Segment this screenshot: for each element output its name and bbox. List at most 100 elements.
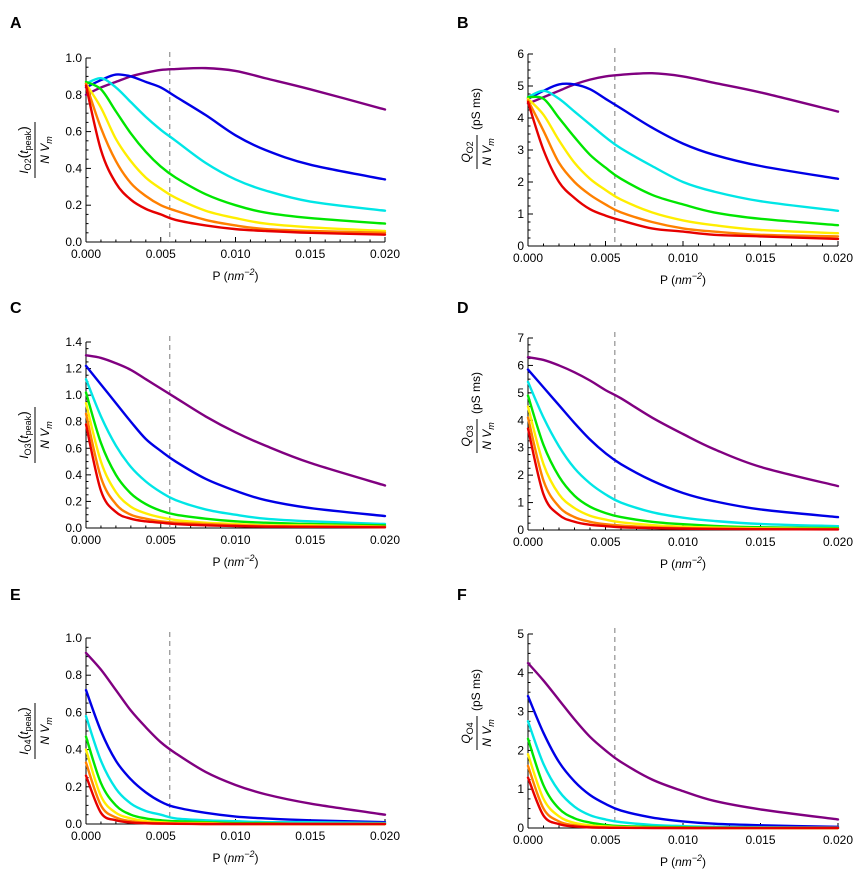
y-label-denominator: N Vm <box>38 717 54 745</box>
x-tick-label: 0.000 <box>513 251 543 265</box>
x-tick-label: 0.000 <box>513 833 543 847</box>
y-tick-label: 1 <box>517 207 524 221</box>
x-tick-label: 0.020 <box>370 829 400 843</box>
y-tick-label: 0.8 <box>65 88 82 102</box>
x-tick-label: 0.020 <box>823 833 853 847</box>
y-label-denominator: N Vm <box>38 421 54 449</box>
x-tick-label: 0.015 <box>745 535 775 549</box>
y-tick-label: 0 <box>517 523 524 537</box>
x-tick-label: 0.005 <box>146 247 176 261</box>
series-line-blue <box>84 688 387 824</box>
series-line-yellow <box>84 748 387 826</box>
y-tick-label: 5 <box>517 386 524 400</box>
x-tick-label: 0.005 <box>146 829 176 843</box>
x-tick-label: 0.010 <box>220 829 250 843</box>
panel-letter: C <box>10 300 22 317</box>
y-tick-label: 1.0 <box>65 51 82 65</box>
y-tick-label: 0.4 <box>65 161 82 175</box>
y-tick-label: 1.4 <box>65 335 82 349</box>
y-tick-label: 0 <box>517 239 524 253</box>
y-axis-label: QO2 (pS ms) N Vm <box>459 88 496 169</box>
y-label-numerator: IO3(tpeak) <box>15 411 33 459</box>
x-tick-label: 0.010 <box>668 833 698 847</box>
y-tick-label: 0.2 <box>65 494 82 508</box>
y-tick-label: 6 <box>517 47 524 61</box>
y-label-unit: (pS ms) <box>469 669 483 711</box>
series-line-cyan <box>84 77 387 212</box>
x-tick-label: 0.005 <box>590 251 620 265</box>
y-tick-label: 0.2 <box>65 198 82 212</box>
panel-letter: A <box>10 15 22 32</box>
y-tick-label: 4 <box>517 111 524 125</box>
y-tick-label: 0.8 <box>65 668 82 682</box>
y-label-denominator: N Vm <box>480 719 496 747</box>
series-line-red <box>526 776 840 830</box>
y-tick-label: 5 <box>517 79 524 93</box>
panel-letter: E <box>10 587 21 604</box>
y-tick-label: 3 <box>517 441 524 455</box>
y-label-unit: (pS ms) <box>469 372 483 414</box>
series-line-green <box>84 391 387 527</box>
x-tick-label: 0.020 <box>823 535 853 549</box>
y-axis-label: QO4 (pS ms) N Vm <box>459 669 496 750</box>
y-tick-label: 6 <box>517 358 524 372</box>
y-axis-label: QO3 (pS ms) N Vm <box>459 372 496 453</box>
series-line-purple <box>84 651 387 816</box>
series-line-blue <box>526 82 840 180</box>
series-line-orange <box>84 412 387 528</box>
x-tick-label: 0.020 <box>370 247 400 261</box>
y-label-numerator: QO3 <box>459 425 475 446</box>
y-label-numerator: IO4(tpeak) <box>15 707 33 755</box>
y-tick-label: 0.4 <box>65 743 82 757</box>
x-tick-label: 0.000 <box>71 533 101 547</box>
series-line-orange <box>84 82 387 234</box>
chart-panel-c: C 0.000 0.005 0.010 0.015 0.020 0.0 0.2 0.4 0.6 0.… <box>10 300 400 569</box>
chart-panel-e: E 0.000 0.005 0.010 0.015 0.020 0.0 0.2 0.4 0.6 0.… <box>10 587 400 865</box>
series-line-blue <box>84 364 387 518</box>
series-line-cyan <box>526 720 840 829</box>
series-line-red <box>526 427 840 531</box>
x-tick-label: 0.010 <box>668 535 698 549</box>
x-tick-label: 0.015 <box>745 833 775 847</box>
y-tick-label: 1 <box>517 496 524 510</box>
series-line-red <box>84 774 387 826</box>
y-label-denominator: N Vm <box>480 422 496 450</box>
series-line-yellow <box>84 82 387 233</box>
x-tick-label: 0.015 <box>295 247 325 261</box>
y-tick-label: 4 <box>517 413 524 427</box>
x-tick-label: 0.015 <box>295 829 325 843</box>
y-tick-label: 4 <box>517 666 524 680</box>
y-tick-label: 2 <box>517 743 524 757</box>
y-tick-label: 0.0 <box>65 235 82 249</box>
y-axis-label: IO4(tpeak) N Vm <box>15 703 54 759</box>
y-tick-label: 1 <box>517 782 524 796</box>
x-tick-label: 0.005 <box>590 833 620 847</box>
y-tick-label: 1.2 <box>65 362 82 376</box>
y-label-numerator: QO4 <box>459 722 475 743</box>
x-tick-label: 0.010 <box>668 251 698 265</box>
panel-letter: F <box>457 587 467 604</box>
x-tick-label: 0.020 <box>823 251 853 265</box>
series-line-green <box>84 80 387 225</box>
y-tick-label: 0.6 <box>65 125 82 139</box>
x-axis-label: P (nm−2) <box>212 267 258 283</box>
x-tick-label: 0.005 <box>146 533 176 547</box>
series-line-blue <box>526 368 840 519</box>
series-line-blue <box>84 73 387 181</box>
series-line-cyan <box>84 378 387 526</box>
y-tick-label: 3 <box>517 143 524 157</box>
series-line-cyan <box>526 380 840 528</box>
y-tick-label: 3 <box>517 705 524 719</box>
x-tick-label: 0.015 <box>745 251 775 265</box>
y-tick-label: 0.6 <box>65 441 82 455</box>
x-axis-label: P (nm−2) <box>660 853 706 869</box>
series-line-orange <box>526 99 840 238</box>
y-label-denominator: N Vm <box>38 136 54 164</box>
y-axis-label: IO2(tpeak) N Vm <box>15 122 54 178</box>
y-tick-label: 0.4 <box>65 468 82 482</box>
x-tick-label: 0.010 <box>220 533 250 547</box>
series-line-purple <box>526 356 840 488</box>
x-axis-label: P (nm−2) <box>212 849 258 865</box>
chart-panel-d: D 0.000 0.005 0.010 0.015 0.020 0 1 2 3 4 5 6 7 P (nm−… <box>457 300 853 571</box>
